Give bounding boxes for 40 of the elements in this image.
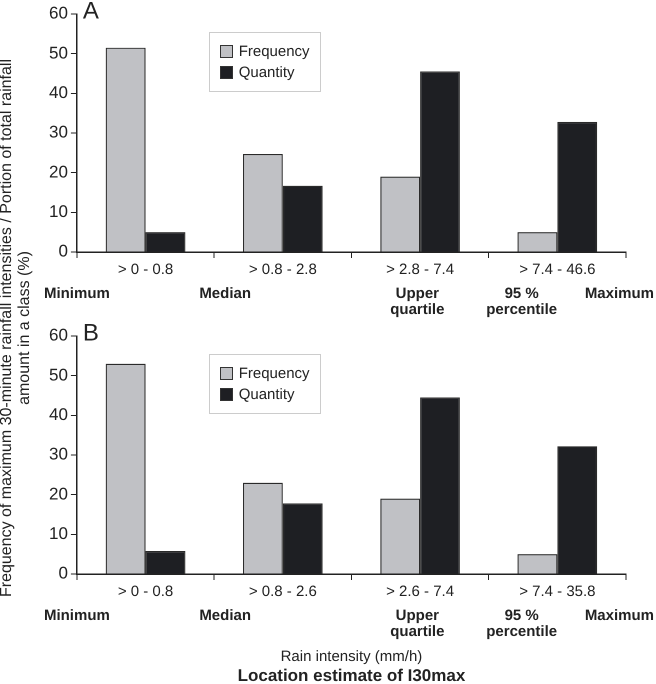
x-tick-label: > 7.4 - 46.6 [519,261,596,278]
text: Median [198,285,252,302]
y-tick-label: 40 [48,405,68,424]
legend-label: Quantity [238,64,295,81]
legend-label: Frequency [238,365,310,382]
x-axis-title: Rain intensity (mm/h) [280,648,424,665]
text: Upper quartile [389,607,446,640]
x-tick-label: > 0.8 - 2.8 [248,261,317,278]
x-tick-label: > 0 - 0.8 [118,261,174,278]
legend-label: Frequency [238,43,310,60]
y-tick-label: 10 [48,524,68,544]
x-tick-label: > 2.8 - 7.4 [386,261,454,278]
x-tick-label: > 0 - 0.8 [118,583,174,600]
y-tick-label: 30 [48,444,68,464]
text: 95 % percentile [485,285,558,318]
y-tick-label: 20 [48,484,68,504]
y-tick-label: 30 [48,122,68,142]
y-tick-label: 50 [48,43,68,62]
x-tick-label: > 2.6 - 7.4 [386,583,454,600]
text: Minimum [44,285,110,302]
y-tick-label: 60 [48,4,68,23]
text: Median [198,607,252,624]
legend-label: Quantity [238,386,295,403]
chart-title: A [82,0,99,25]
y-tick-label: 10 [48,202,68,222]
text: Upper quartile [389,285,446,318]
text: Maximum [584,607,654,624]
text: Maximum [584,285,654,302]
text: Minimum [42,607,111,624]
y-tick-label: 0 [58,242,68,261]
y-tick-label: 20 [48,162,68,182]
y-tick-label: 0 [58,564,68,583]
text: Location estimate of I30max [236,666,466,684]
y-tick-label: 60 [48,326,68,345]
text: 95 % percentile [485,607,558,640]
x-tick-label: > 7.4 - 35.8 [519,583,596,600]
chart-title: B [82,320,99,347]
y-tick-label: 40 [48,83,68,102]
x-tick-label: > 0.8 - 2.6 [248,583,317,600]
y-tick-label: 50 [48,365,68,384]
